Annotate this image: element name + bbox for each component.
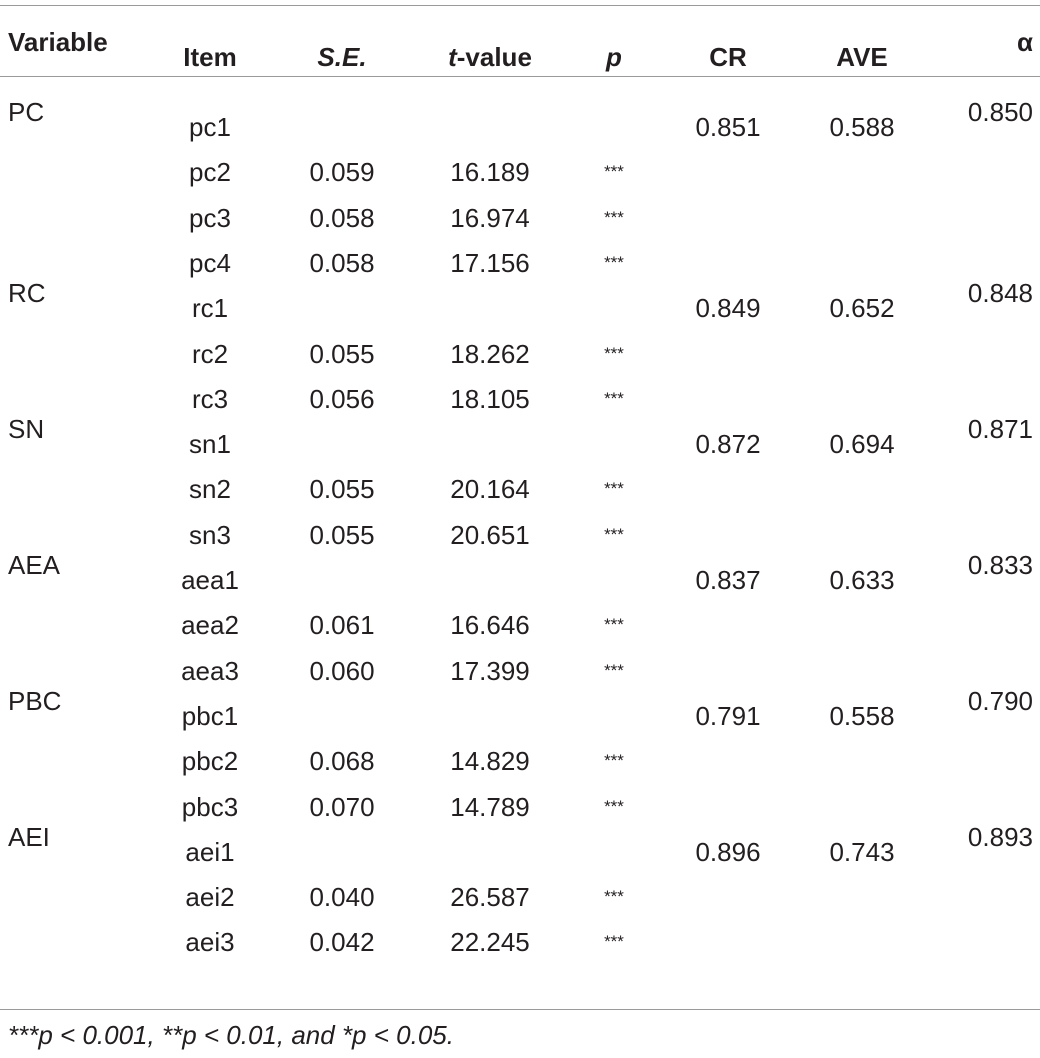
header-part: t [448, 42, 457, 72]
header-rule [0, 76, 1040, 77]
header-cell: S.E. [317, 42, 367, 72]
table-cell: *** [604, 615, 624, 635]
table-cell: aea2 [181, 610, 239, 641]
table-cell: 0.042 [309, 927, 375, 958]
table-cell: 0.872 [695, 429, 761, 460]
table-cell: AEI [8, 821, 50, 852]
table-cell: 0.055 [309, 338, 375, 369]
table-cell: *** [604, 252, 624, 272]
table-cell: pbc2 [181, 746, 239, 777]
table-cell: 17.399 [450, 655, 530, 686]
table-cell: 16.974 [450, 202, 530, 233]
table-cell: 0.652 [829, 293, 895, 324]
table-cell: rc2 [191, 338, 229, 369]
header-cell: Item [183, 42, 237, 72]
table-cell: 16.646 [450, 610, 530, 641]
table-cell: pc2 [189, 157, 231, 188]
table-cell: PBC [8, 685, 62, 716]
table-cell: 0.893 [967, 821, 1033, 852]
table-cell: *** [604, 524, 624, 544]
table-cell: SN [8, 414, 45, 445]
table-cell: PC [8, 97, 45, 127]
table-cell: aei3 [185, 927, 235, 958]
table-cell: *** [604, 162, 624, 182]
table-cell: 0.833 [967, 550, 1033, 580]
table-cell: pbc3 [181, 791, 239, 822]
table-cell: *** [604, 388, 624, 408]
table-cell: 0.055 [309, 474, 375, 505]
table-cell: 0.851 [695, 112, 761, 142]
table-cell: pc3 [189, 202, 231, 233]
table-cell: pc4 [189, 247, 231, 278]
header-cell: p [606, 42, 622, 72]
table-cell: 0.061 [309, 610, 375, 641]
table-cell: pbc1 [181, 700, 239, 731]
table-cell: aei2 [185, 882, 235, 913]
table-cell: 0.633 [829, 565, 895, 595]
table-cell: *** [604, 887, 624, 907]
header-cell: α [1017, 27, 1033, 57]
table-cell: 0.850 [967, 97, 1033, 127]
header-cell: AVE [836, 42, 888, 72]
table-cell: 0.070 [309, 791, 375, 822]
table-cell: 18.262 [450, 338, 530, 369]
table-cell: 20.651 [450, 519, 530, 550]
table-cell: 0.743 [829, 836, 895, 867]
table-cell: 0.588 [829, 112, 895, 142]
table-cell: *** [604, 932, 624, 952]
table-cell: 22.245 [450, 927, 530, 958]
table-cell: 0.059 [309, 157, 375, 188]
table-cell: sn2 [189, 474, 231, 505]
table-cell: 0.558 [829, 700, 895, 731]
table-cell: *** [604, 660, 624, 680]
table-cell: 0.791 [695, 700, 761, 731]
table-cell: 20.164 [450, 474, 530, 505]
bottom-rule [0, 1009, 1040, 1010]
header-cell: Variable [8, 27, 108, 57]
table-cell: 16.189 [450, 157, 530, 188]
table-cell: pc1 [189, 112, 231, 142]
table-cell: 26.587 [450, 882, 530, 913]
header-part: -value [456, 42, 532, 72]
top-rule [0, 5, 1040, 6]
header-cell: t-value [448, 42, 532, 72]
table-cell: RC [8, 278, 46, 309]
table-cell: rc1 [191, 293, 229, 324]
table-cell: 0.848 [967, 278, 1033, 309]
table-cell: 0.056 [309, 383, 375, 414]
table-cell: *** [604, 207, 624, 227]
table-cell: 0.896 [695, 836, 761, 867]
table-cell: 0.849 [695, 293, 761, 324]
table-cell: aea1 [181, 565, 239, 595]
table-cell: *** [604, 796, 624, 816]
table-cell: *** [604, 343, 624, 363]
table-cell: 0.694 [829, 429, 895, 460]
table-cell: 0.068 [309, 746, 375, 777]
table-cell: *** [604, 751, 624, 771]
table-cell: 0.790 [967, 685, 1033, 716]
table-cell: 14.789 [450, 791, 530, 822]
table-cell: 0.058 [309, 247, 375, 278]
footnote: ***p < 0.001, **p < 0.01, and *p < 0.05. [8, 1020, 454, 1050]
header-cell: CR [709, 42, 747, 72]
table-cell: 0.837 [695, 565, 761, 595]
table-cell: aea3 [181, 655, 239, 686]
table-cell: AEA [8, 550, 61, 580]
table-cell: 17.156 [450, 247, 530, 278]
table-cell: sn1 [189, 429, 231, 460]
table-cell: 0.871 [967, 414, 1033, 445]
table-cell: rc3 [191, 383, 229, 414]
table-cell: 0.040 [309, 882, 375, 913]
table-cell: 0.060 [309, 655, 375, 686]
table-cell: 0.058 [309, 202, 375, 233]
table-cell: 18.105 [450, 383, 530, 414]
table-cell: aei1 [185, 836, 235, 867]
table-cell: 0.055 [309, 519, 375, 550]
table-cell: sn3 [189, 519, 231, 550]
table-cell: 14.829 [450, 746, 530, 777]
table-cell: *** [604, 479, 624, 499]
